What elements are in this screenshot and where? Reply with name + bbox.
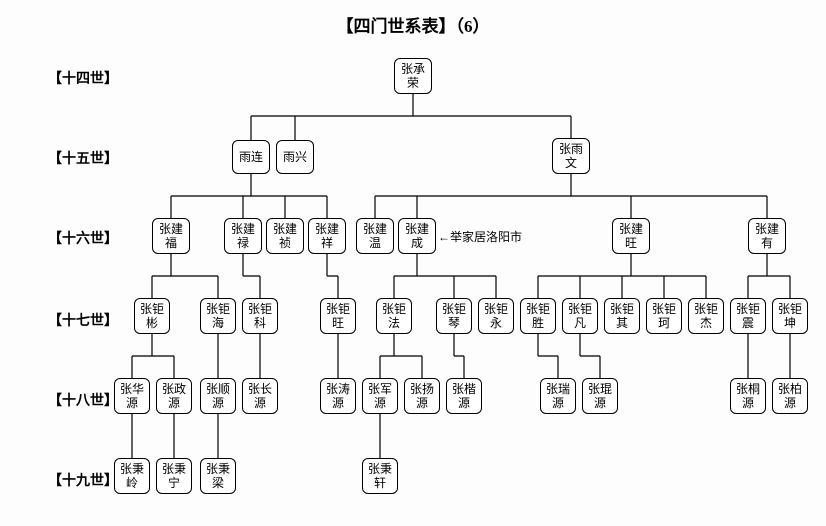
tree-node: 张钜凡 xyxy=(562,298,598,334)
tree-node: 张钜杰 xyxy=(688,298,724,334)
page-title: 【四门世系表】（6） xyxy=(0,12,826,37)
tree-node: 张顺源 xyxy=(200,378,236,414)
tree-node: 张琨源 xyxy=(582,378,618,414)
tree-node: 张建成 xyxy=(398,218,436,254)
tree-node: 张钜其 xyxy=(604,298,640,334)
tree-node: 张涛源 xyxy=(320,378,356,414)
tree-node: 张钜法 xyxy=(376,298,412,334)
annotation-text: ←举家居洛阳市 xyxy=(438,228,522,245)
tree-node: 张政源 xyxy=(156,378,192,414)
tree-node: 张建旺 xyxy=(612,218,650,254)
tree-node: 张钜坤 xyxy=(772,298,808,334)
generation-label: 【十九世】 xyxy=(48,470,118,490)
tree-node: 张钜永 xyxy=(478,298,514,334)
tree-node: 张承荣 xyxy=(394,58,432,94)
tree-node: 张建有 xyxy=(748,218,786,254)
tree-node: 张桐源 xyxy=(730,378,766,414)
tree-node: 张建禄 xyxy=(224,218,262,254)
tree-node: 张钜科 xyxy=(242,298,278,334)
tree-node: 张秉宁 xyxy=(156,458,192,494)
generation-label: 【十五世】 xyxy=(48,148,118,168)
generation-label: 【十八世】 xyxy=(48,390,118,410)
tree-node: 张瑞源 xyxy=(540,378,576,414)
tree-node: 张钜震 xyxy=(730,298,766,334)
tree-node: 张军源 xyxy=(362,378,398,414)
tree-node: 张建祥 xyxy=(308,218,346,254)
tree-node: 张建温 xyxy=(356,218,394,254)
tree-node: 张钜珂 xyxy=(646,298,682,334)
tree-node: 雨连 xyxy=(232,140,270,174)
tree-node: 雨兴 xyxy=(276,140,314,174)
generation-label: 【十四世】 xyxy=(48,68,118,88)
tree-node: 张雨文 xyxy=(552,138,590,174)
tree-node: 张钜胜 xyxy=(520,298,556,334)
tree-node: 张柏源 xyxy=(772,378,808,414)
tree-node: 张长源 xyxy=(242,378,278,414)
tree-node: 张楷源 xyxy=(446,378,482,414)
tree-node: 张秉岭 xyxy=(114,458,150,494)
tree-node: 张建福 xyxy=(152,218,190,254)
tree-node: 张建祯 xyxy=(266,218,304,254)
tree-node: 张秉轩 xyxy=(362,458,398,494)
tree-node: 张钜海 xyxy=(200,298,236,334)
tree-node: 张秉梁 xyxy=(200,458,236,494)
tree-node: 张华源 xyxy=(114,378,150,414)
generation-label: 【十六世】 xyxy=(48,228,118,248)
tree-node: 张扬源 xyxy=(404,378,440,414)
tree-node: 张钜旺 xyxy=(320,298,356,334)
tree-node: 张钜彬 xyxy=(134,298,170,334)
tree-node: 张钜琴 xyxy=(436,298,472,334)
generation-label: 【十七世】 xyxy=(48,310,118,330)
